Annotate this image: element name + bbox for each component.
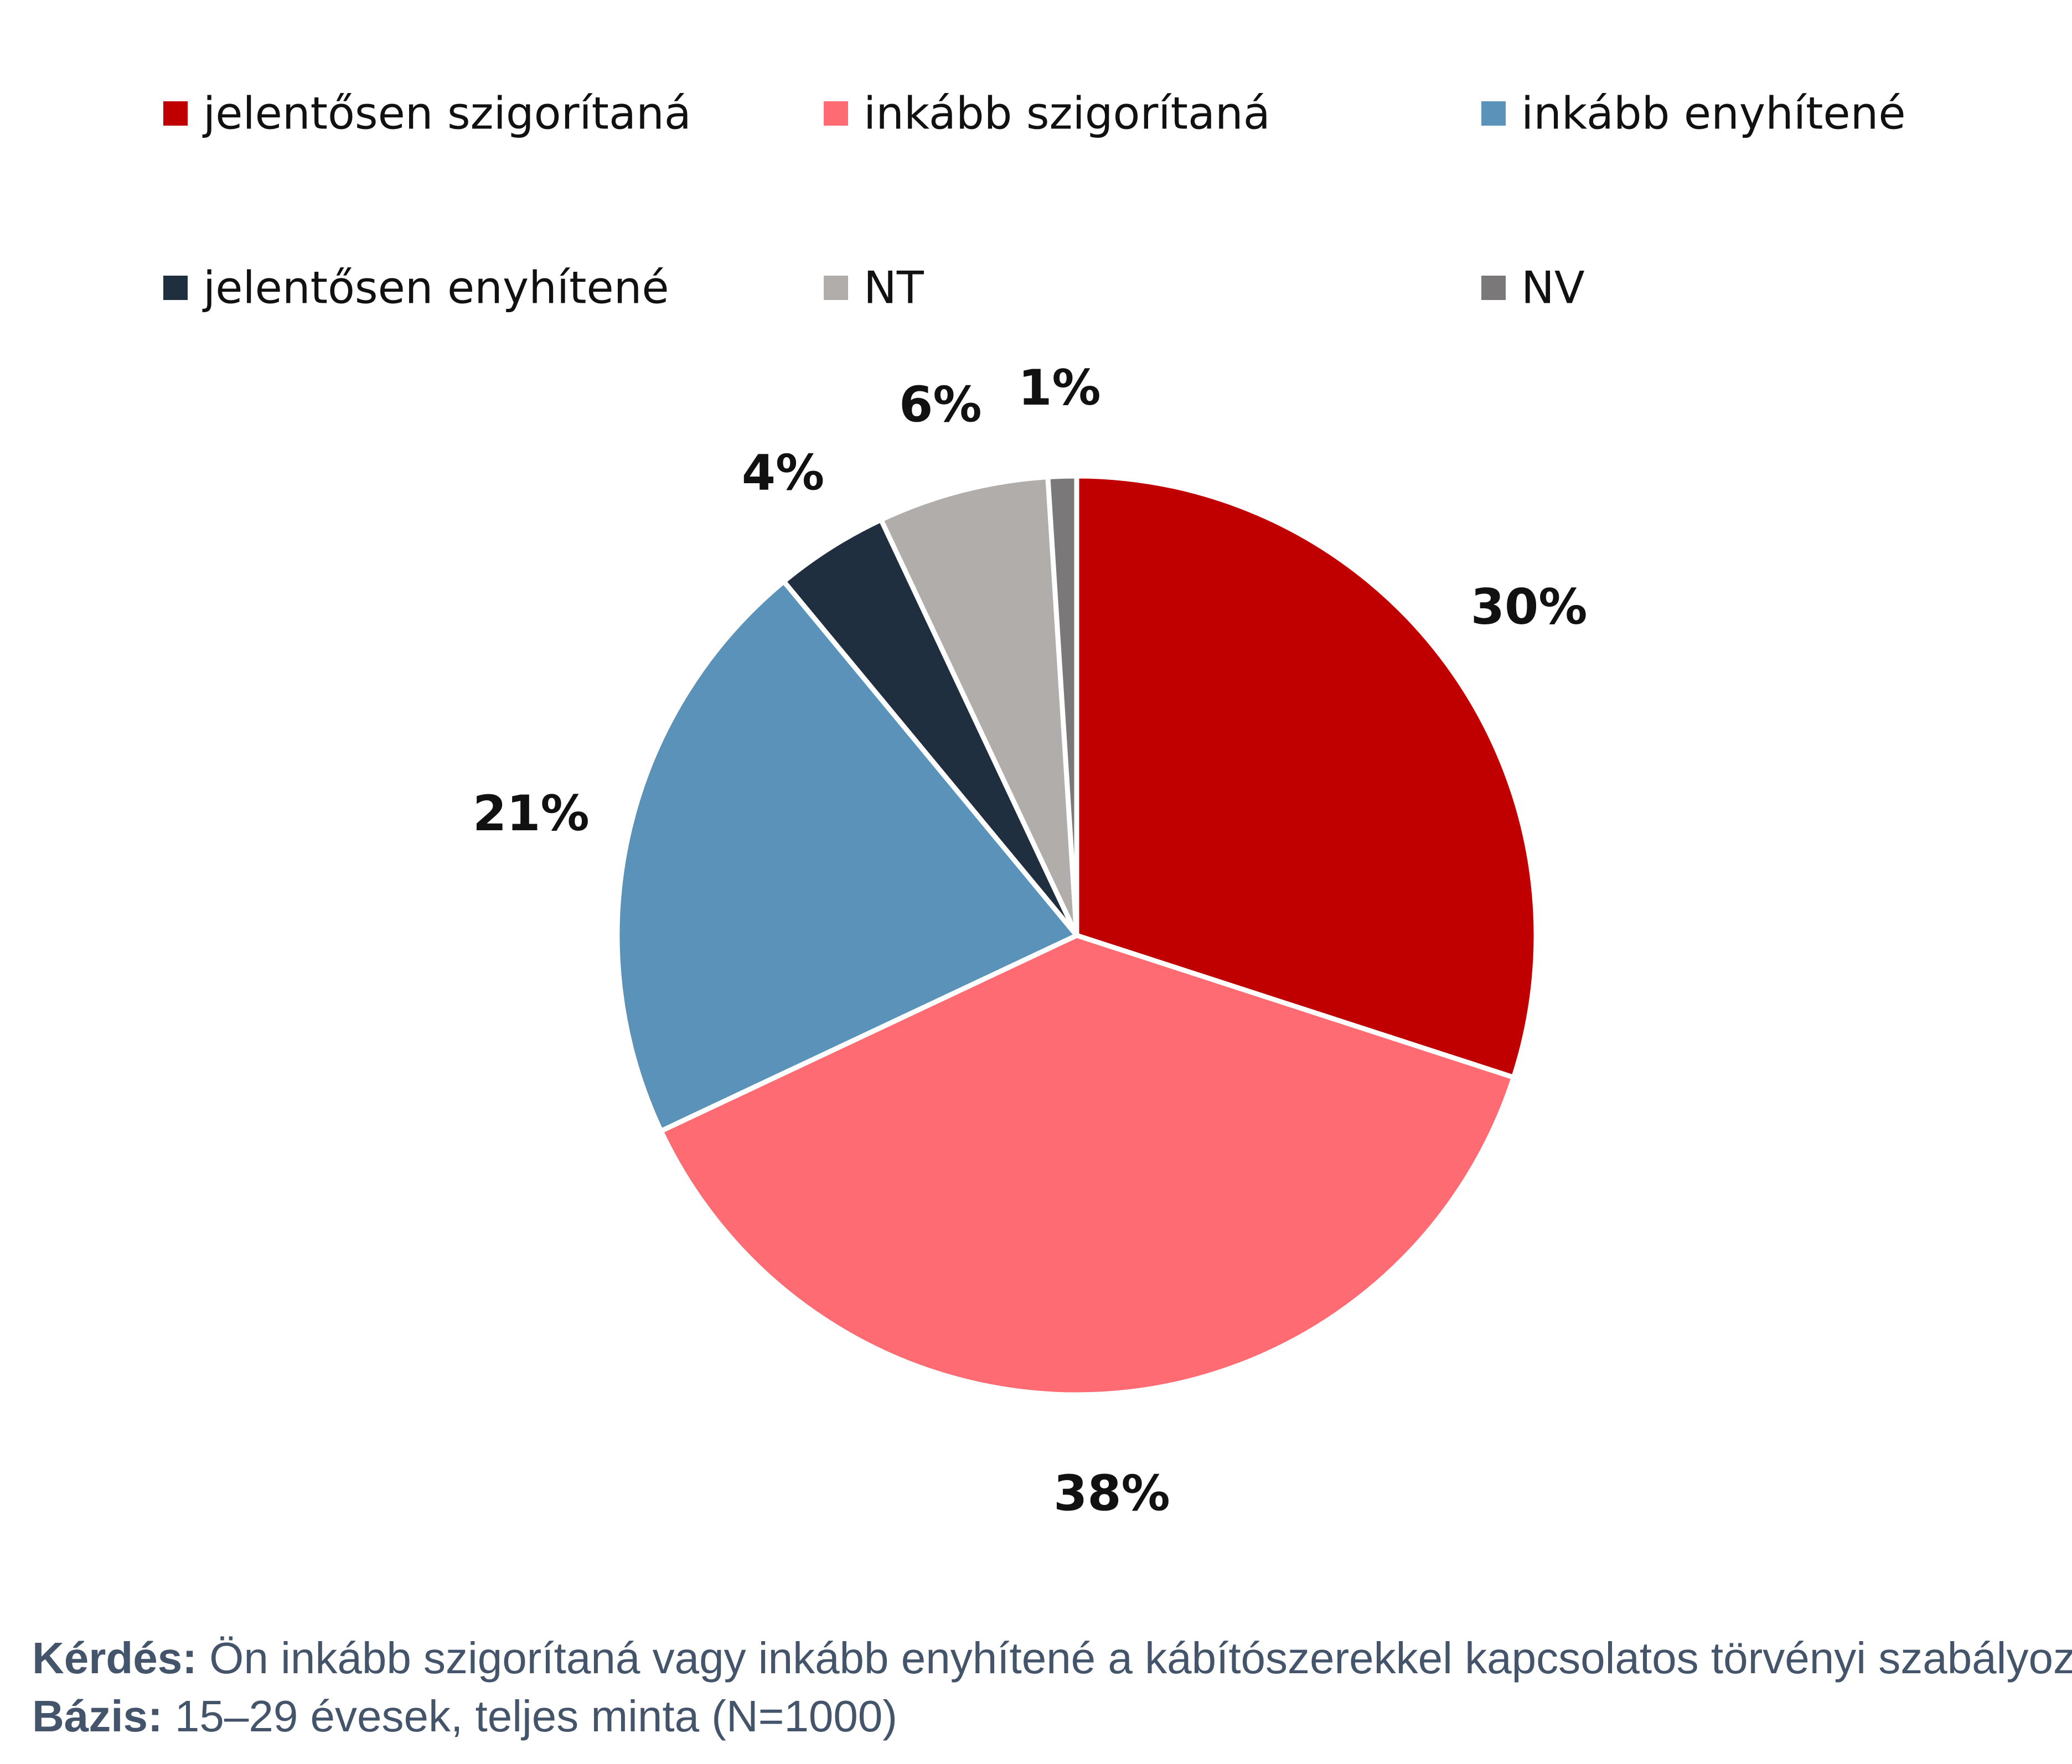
data-label-nt: 6% bbox=[899, 376, 981, 433]
legend-label-nt: NT bbox=[864, 262, 924, 314]
footnote-base: Bázis: 15–29 évesek, teljes minta (N=100… bbox=[32, 1691, 2053, 1742]
legend-swatch-nv bbox=[1481, 276, 1506, 300]
slice-jelentosen-szigoritana bbox=[1074, 473, 1539, 1080]
data-label-inkabb-enyhitene: 21% bbox=[473, 785, 590, 842]
base-key: Bázis: bbox=[32, 1691, 163, 1741]
footnote-question: Kérdés: Ön inkább szigorítaná vagy inkáb… bbox=[32, 1633, 2072, 1684]
legend-swatch-nt bbox=[824, 276, 848, 300]
legend-label-jelentosen-enyhitene: jelentősen enyhítené bbox=[202, 262, 669, 314]
slice-inkabb-enyhitene bbox=[614, 578, 1079, 1134]
legend-swatch-jelentosen-enyhitene bbox=[163, 276, 188, 300]
legend: jelentősen szigorítaná inkább szigorítaná… bbox=[163, 88, 1906, 314]
legend-swatch-inkabb-enyhitene bbox=[1481, 101, 1506, 126]
slice-inkabb-szigoritana bbox=[658, 933, 1516, 1398]
legend-label-inkabb-szigoritana: inkább szigorítaná bbox=[864, 88, 1270, 139]
question-key: Kérdés: bbox=[32, 1633, 197, 1683]
legend-label-inkabb-enyhitene: inkább enyhítené bbox=[1521, 88, 1906, 139]
pie-slices bbox=[614, 473, 1539, 1398]
data-label-nv: 1% bbox=[1018, 359, 1100, 416]
base-text: 15–29 évesek, teljes minta (N=1000) bbox=[162, 1691, 898, 1741]
data-label-jelentosen-enyhitene: 4% bbox=[742, 444, 824, 501]
slice-nv bbox=[1045, 473, 1079, 938]
legend-label-nv: NV bbox=[1521, 262, 1585, 314]
slice-nt bbox=[879, 474, 1079, 938]
data-label-inkabb-szigoritana: 38% bbox=[1053, 1465, 1170, 1522]
legend-swatch-jelentosen-szigoritana bbox=[163, 101, 188, 126]
legend-label-jelentosen-szigoritana: jelentősen szigorítaná bbox=[202, 88, 691, 139]
data-labels: 30% 38% 21% 4% 6% 1% bbox=[473, 359, 1587, 1522]
data-label-jelentosen-szigoritana: 30% bbox=[1471, 578, 1588, 635]
question-text: Ön inkább szigorítaná vagy inkább enyhít… bbox=[197, 1633, 2072, 1683]
legend-swatch-inkabb-szigoritana bbox=[824, 101, 848, 126]
